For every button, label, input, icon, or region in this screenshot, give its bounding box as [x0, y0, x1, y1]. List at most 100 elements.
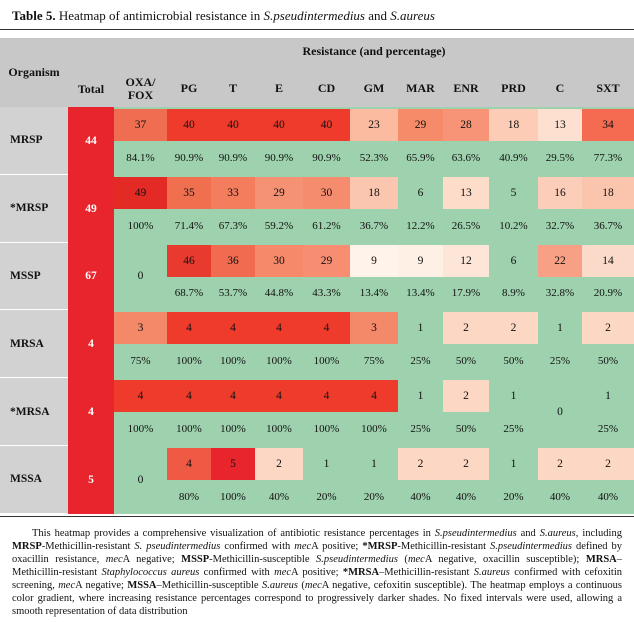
resistance-percent-cell: 40%: [398, 480, 443, 514]
fn-text: -Methicillin-susceptible: [209, 554, 316, 565]
organism-label: *MRSP: [0, 174, 68, 243]
resistance-percent-cell: 13.4%: [350, 276, 398, 311]
fn-gene: mec: [407, 554, 425, 565]
resistance-percent-cell: 100%: [114, 208, 167, 243]
resistance-count-cell: 1: [350, 448, 398, 480]
resistance-count-cell: 2: [443, 448, 489, 480]
fn-text: -Methicillin-resistant: [397, 541, 491, 552]
resistance-percent-cell: 100%: [114, 412, 167, 446]
fn-species: S.aureus: [261, 580, 299, 591]
fn-text: confirmed with: [199, 567, 275, 578]
fn-abbr: MRSA: [585, 554, 617, 565]
resistance-super-header: Resistance (and percentage): [302, 43, 446, 58]
resistance-percent-cell: 44.8%: [255, 276, 303, 311]
fn-abbr: MSSP: [181, 554, 210, 565]
antibiotic-header-cd: CD: [303, 64, 350, 107]
antibiotic-header-mar: MAR: [398, 64, 443, 107]
resistance-count-cell: 4: [303, 380, 350, 413]
resistance-count-cell: 2: [398, 448, 443, 480]
antibiotic-header-t: T: [211, 64, 255, 107]
antibiotic-header-e: E: [255, 64, 303, 107]
resistance-percent-cell: 12.2%: [398, 208, 443, 243]
resistance-count-cell: 49: [114, 176, 167, 209]
fn-text: (: [397, 554, 408, 565]
resistance-count-cell: 4: [211, 380, 255, 413]
resistance-percent-cell: 65.9%: [398, 141, 443, 175]
resistance-count-cell: 0: [114, 242, 167, 311]
resistance-percent-cell: 100%: [255, 344, 303, 379]
resistance-percent-cell: 50%: [443, 412, 489, 446]
fn-text: A positive;: [291, 567, 343, 578]
caption-text-middle: and: [365, 8, 391, 23]
fn-species: S.pseudintermedius: [315, 554, 398, 565]
resistance-count-cell: 40: [167, 109, 211, 141]
fn-text: (: [298, 580, 305, 591]
resistance-percent-cell: 90.9%: [303, 141, 350, 175]
resistance-count-cell: 4: [167, 448, 211, 480]
resistance-count-cell: 40: [255, 109, 303, 141]
resistance-percent-cell: 25%: [538, 344, 582, 379]
resistance-percent-cell: 90.9%: [167, 141, 211, 175]
antibiotic-header-oxafox: OXA/FOX: [114, 64, 167, 107]
fn-species: S. pseudintermedius: [134, 541, 221, 552]
antibiotic-header-label: SXT: [596, 81, 620, 95]
resistance-percent-cell: 43.3%: [303, 276, 350, 311]
resistance-percent-cell: 100%: [211, 480, 255, 514]
antibiotic-header-label: C: [555, 81, 565, 95]
fn-text: and: [516, 528, 540, 539]
total-count: 4: [68, 378, 114, 446]
total-count: 5: [68, 446, 114, 514]
fn-species: S.aureus: [539, 528, 576, 539]
resistance-count-cell: 1: [303, 448, 350, 480]
antibiotic-header-label: CD: [317, 81, 336, 95]
resistance-percent-cell: 10.2%: [489, 208, 538, 243]
resistance-percent-cell: 100%: [350, 412, 398, 446]
resistance-count-cell: 18: [489, 109, 538, 141]
fn-abbr: *MRSA: [342, 567, 380, 578]
resistance-count-cell: 0: [114, 446, 167, 514]
antibiotic-header-enr: ENR: [443, 64, 489, 107]
resistance-count-cell: 4: [255, 312, 303, 345]
resistance-count-cell: 6: [489, 244, 538, 277]
fn-text: –Methicillin-resistant: [379, 567, 474, 578]
antibiotic-header-label: GM: [363, 81, 385, 95]
footnote: This heatmap provides a comprehensive vi…: [12, 527, 622, 618]
resistance-count-cell: 2: [443, 312, 489, 345]
resistance-count-cell: 3: [114, 312, 167, 345]
resistance-percent-cell: 20%: [303, 480, 350, 514]
resistance-count-cell: 2: [489, 312, 538, 345]
resistance-count-cell: 5: [211, 448, 255, 480]
fn-gene: mec: [105, 554, 123, 565]
resistance-count-cell: 1: [398, 312, 443, 345]
antibiotic-header-prd: PRD: [489, 64, 538, 107]
resistance-percent-cell: 77.3%: [582, 141, 634, 175]
antibiotic-header-label: PRD: [501, 81, 526, 95]
organism-label: MSSP: [0, 242, 68, 311]
fn-abbr: *MRSP: [362, 541, 398, 552]
fn-abbr: MSSA: [127, 580, 157, 591]
resistance-percent-cell: 25%: [582, 412, 634, 446]
resistance-count-cell: 40: [211, 109, 255, 141]
resistance-count-cell: 5: [489, 176, 538, 209]
resistance-count-cell: 18: [582, 176, 634, 209]
antibiotic-header-sxt: SXT: [582, 64, 634, 107]
fn-text: confirmed with cefoxitin screening,: [12, 567, 622, 591]
table-caption: Table 5. Heatmap of antimicrobial resist…: [12, 8, 435, 24]
resistance-percent-cell: 32.7%: [538, 208, 582, 243]
resistance-count-cell: 30: [303, 176, 350, 209]
resistance-count-cell: 29: [255, 176, 303, 209]
fn-text: -Methicillin-resistant: [41, 541, 135, 552]
resistance-percent-cell: 59.2%: [255, 208, 303, 243]
fn-text: A negative;: [122, 554, 182, 565]
resistance-percent-cell: 25%: [398, 344, 443, 379]
antibiotic-header-gm: GM: [350, 64, 398, 107]
resistance-percent-cell: 40%: [255, 480, 303, 514]
fn-gene: mec: [294, 541, 312, 552]
resistance-count-cell: 9: [350, 244, 398, 277]
resistance-percent-cell: 20%: [489, 480, 538, 514]
resistance-count-cell: 46: [167, 244, 211, 277]
resistance-percent-cell: 100%: [303, 344, 350, 379]
fn-text: A negative, oxacillin susceptible);: [424, 554, 586, 565]
fn-text: A negative, cefoxitin susceptible). The …: [12, 580, 622, 617]
fn-text: –Methicillin-resistant: [12, 554, 622, 578]
